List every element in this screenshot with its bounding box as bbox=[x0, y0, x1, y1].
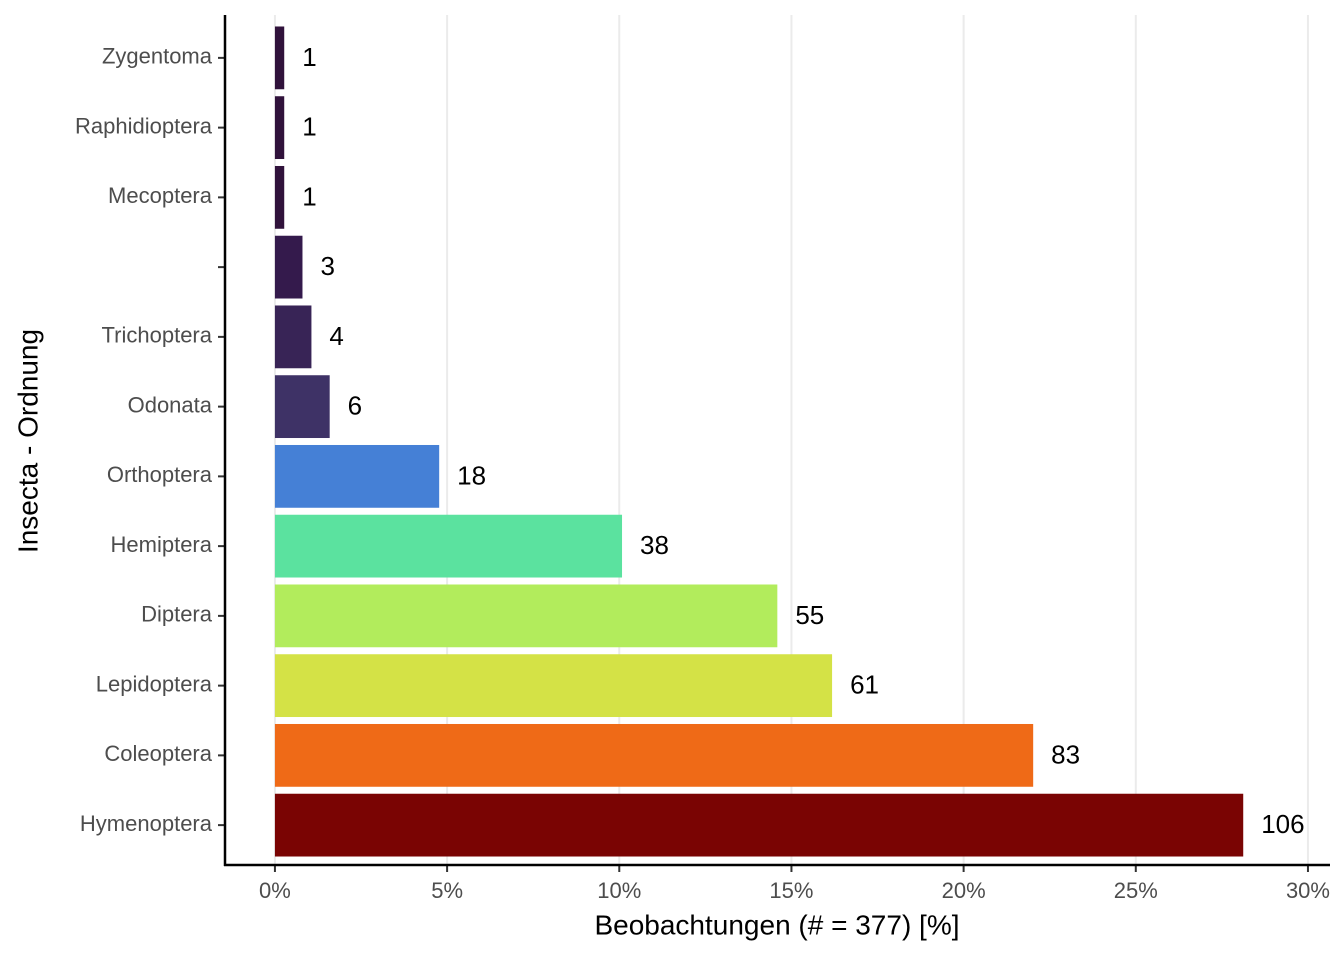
value-label: 55 bbox=[795, 600, 824, 630]
y-tick-label: Mecoptera bbox=[108, 183, 213, 208]
x-axis-title: Beobachtungen (# = 377) [%] bbox=[594, 909, 959, 940]
x-tick-label: 15% bbox=[769, 878, 813, 903]
bar bbox=[274, 723, 1034, 787]
value-label: 38 bbox=[640, 530, 669, 560]
x-tick-label: 30% bbox=[1286, 878, 1330, 903]
bar bbox=[274, 26, 285, 90]
y-tick-label: Odonata bbox=[128, 392, 213, 417]
value-label: 6 bbox=[348, 391, 362, 421]
x-tick-label: 0% bbox=[259, 878, 291, 903]
bar bbox=[274, 375, 330, 439]
x-tick-label: 25% bbox=[1114, 878, 1158, 903]
value-label: 1 bbox=[302, 112, 316, 142]
x-tick-label: 5% bbox=[431, 878, 463, 903]
bar bbox=[274, 96, 285, 160]
value-label: 4 bbox=[329, 321, 343, 351]
bar bbox=[274, 305, 312, 369]
y-tick-label: Diptera bbox=[141, 602, 213, 627]
bar bbox=[274, 235, 303, 299]
bar bbox=[274, 514, 623, 578]
y-tick-label: Hemiptera bbox=[111, 532, 213, 557]
y-tick-label: Orthoptera bbox=[107, 462, 213, 487]
bar bbox=[274, 584, 778, 648]
y-tick-label: Hymenoptera bbox=[80, 811, 213, 836]
bar bbox=[274, 793, 1244, 857]
y-tick-label: Lepidoptera bbox=[96, 671, 213, 696]
x-tick-label: 20% bbox=[942, 878, 986, 903]
value-label: 3 bbox=[320, 251, 334, 281]
value-label: 1 bbox=[302, 181, 316, 211]
y-tick-label: Coleoptera bbox=[104, 741, 212, 766]
value-label: 83 bbox=[1051, 739, 1080, 769]
y-axis-title: Insecta - Ordnung bbox=[12, 329, 43, 553]
y-tick-label: Zygentoma bbox=[102, 44, 213, 69]
bar bbox=[274, 444, 440, 508]
y-tick-label: Raphidioptera bbox=[75, 113, 213, 138]
y-tick-label: Trichoptera bbox=[102, 323, 213, 348]
bar bbox=[274, 654, 833, 718]
value-label: 61 bbox=[850, 670, 879, 700]
x-tick-label: 10% bbox=[597, 878, 641, 903]
value-label: 106 bbox=[1261, 809, 1304, 839]
bar bbox=[274, 165, 285, 229]
value-label: 1 bbox=[302, 42, 316, 72]
value-label: 18 bbox=[457, 460, 486, 490]
